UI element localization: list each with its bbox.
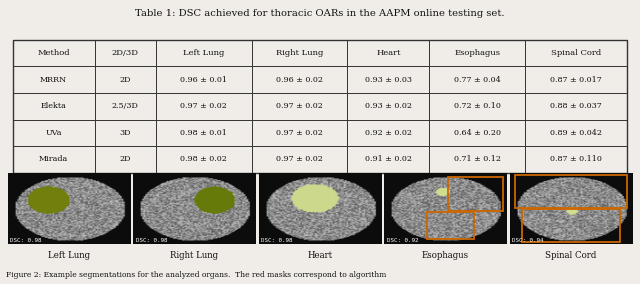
Text: MRRN: MRRN — [40, 76, 67, 83]
Text: DSC: 0.92: DSC: 0.92 — [387, 238, 418, 243]
Text: 0.93 ± 0.02: 0.93 ± 0.02 — [365, 102, 412, 110]
Text: DSC: 0.98: DSC: 0.98 — [10, 238, 42, 243]
Bar — [13, 40, 627, 173]
Text: 0.71 ± 0.12: 0.71 ± 0.12 — [454, 155, 500, 163]
Text: 0.98 ± 0.01: 0.98 ± 0.01 — [180, 129, 227, 137]
Text: Spinal Cord: Spinal Cord — [545, 251, 596, 260]
Text: DSC: 0.98: DSC: 0.98 — [261, 238, 292, 243]
Text: 2D: 2D — [120, 76, 131, 83]
Text: Table 1: DSC achieved for thoracic OARs in the AAPM online testing set.: Table 1: DSC achieved for thoracic OARs … — [135, 9, 505, 18]
Bar — [427, 212, 474, 239]
Text: 2D: 2D — [120, 155, 131, 163]
Text: 0.97 ± 0.02: 0.97 ± 0.02 — [276, 129, 323, 137]
Text: 0.97 ± 0.02: 0.97 ± 0.02 — [276, 155, 323, 163]
Text: Spinal Cord: Spinal Cord — [551, 49, 601, 57]
Text: 0.88 ± 0.037: 0.88 ± 0.037 — [550, 102, 602, 110]
Text: 2.5/3D: 2.5/3D — [112, 102, 139, 110]
Text: 0.96 ± 0.01: 0.96 ± 0.01 — [180, 76, 227, 83]
Text: UVa: UVa — [45, 129, 62, 137]
Text: 0.97 ± 0.02: 0.97 ± 0.02 — [276, 102, 323, 110]
Text: 0.87 ± 0.017: 0.87 ± 0.017 — [550, 76, 602, 83]
Text: 0.77 ± 0.04: 0.77 ± 0.04 — [454, 76, 500, 83]
Text: 0.96 ± 0.02: 0.96 ± 0.02 — [276, 76, 323, 83]
Text: 0.89 ± 0.042: 0.89 ± 0.042 — [550, 129, 602, 137]
Text: 0.64 ± 0.20: 0.64 ± 0.20 — [454, 129, 500, 137]
Text: Esophagus: Esophagus — [422, 251, 469, 260]
Text: DSC: 0.98: DSC: 0.98 — [136, 238, 167, 243]
Text: 0.87 ± 0.110: 0.87 ± 0.110 — [550, 155, 602, 163]
Bar — [515, 175, 627, 208]
Text: DSC: 0.94: DSC: 0.94 — [512, 238, 543, 243]
Bar — [448, 177, 503, 211]
Text: 0.72 ± 0.10: 0.72 ± 0.10 — [454, 102, 500, 110]
Text: Elekta: Elekta — [41, 102, 67, 110]
Text: 0.93 ± 0.03: 0.93 ± 0.03 — [365, 76, 412, 83]
Text: 0.92 ± 0.02: 0.92 ± 0.02 — [365, 129, 412, 137]
Text: 0.98 ± 0.02: 0.98 ± 0.02 — [180, 155, 227, 163]
Text: Method: Method — [37, 49, 70, 57]
Text: 2D/3D: 2D/3D — [112, 49, 139, 57]
Text: Right Lung: Right Lung — [276, 49, 323, 57]
Text: Heart: Heart — [376, 49, 401, 57]
Text: Esophagus: Esophagus — [454, 49, 500, 57]
Text: 0.97 ± 0.02: 0.97 ± 0.02 — [180, 102, 227, 110]
Text: Mirada: Mirada — [39, 155, 68, 163]
Text: Left Lung: Left Lung — [183, 49, 225, 57]
Text: Right Lung: Right Lung — [170, 251, 219, 260]
Text: Left Lung: Left Lung — [48, 251, 90, 260]
Bar — [522, 209, 620, 242]
Text: 3D: 3D — [120, 129, 131, 137]
Text: Figure 2: Example segmentations for the analyzed organs.  The red masks correspo: Figure 2: Example segmentations for the … — [6, 271, 387, 279]
Text: 0.91 ± 0.02: 0.91 ± 0.02 — [365, 155, 412, 163]
Text: Heart: Heart — [307, 251, 333, 260]
